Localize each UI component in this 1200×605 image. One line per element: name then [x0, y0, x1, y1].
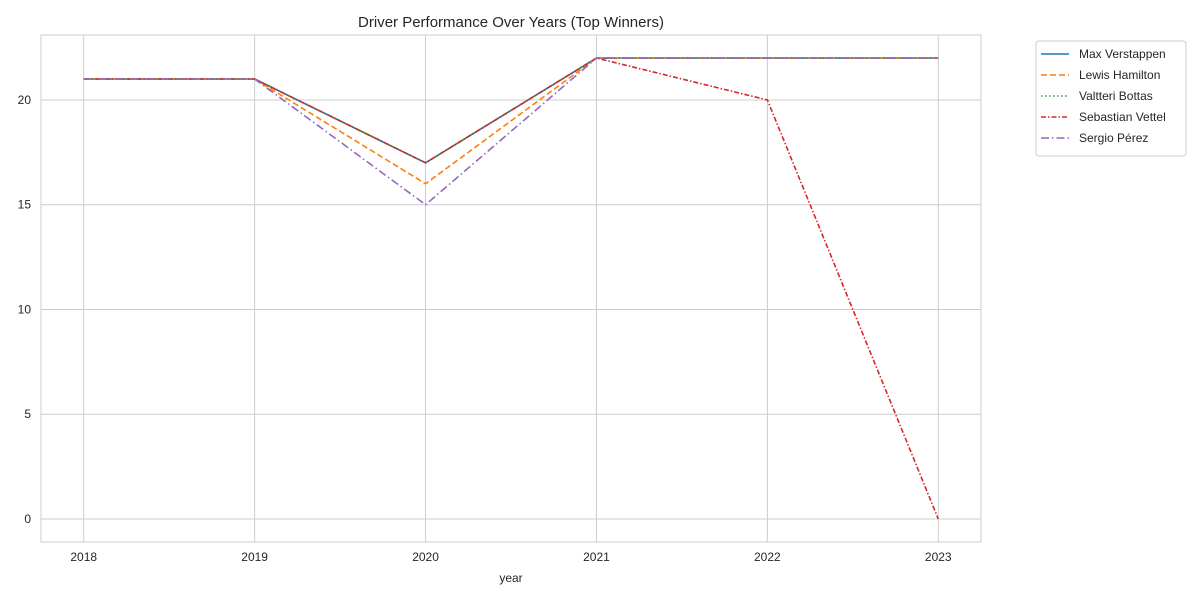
y-tick-label: 0 — [24, 512, 31, 526]
series-line-sergio-p-rez — [83, 57, 939, 206]
plot-frame — [40, 34, 982, 543]
y-tick-label: 10 — [18, 302, 32, 316]
series-line-lewis-hamilton — [83, 57, 939, 185]
legend: Max Verstappen Lewis Hamilton Valtteri Bot… — [1035, 40, 1187, 157]
x-tick-label: 2022 — [754, 550, 781, 564]
x-tick-label: 2019 — [241, 550, 268, 564]
legend-label: Sergio Pérez — [1079, 131, 1148, 145]
x-tick-label: 2020 — [412, 550, 439, 564]
legend-label: Valtteri Bottas — [1079, 89, 1153, 103]
legend-box — [1035, 40, 1187, 157]
x-tick-label: 2023 — [925, 550, 952, 564]
plot-background — [41, 35, 981, 542]
y-tick-label: 15 — [18, 198, 32, 212]
legend-label: Max Verstappen — [1079, 47, 1166, 61]
legend-label: Sebastian Vettel — [1079, 110, 1166, 124]
chart-title: Driver Performance Over Years (Top Winne… — [358, 14, 664, 31]
y-tick-label: 20 — [18, 93, 32, 107]
series-line-sebastian-vettel — [83, 57, 940, 520]
x-tick-label: 2021 — [583, 550, 610, 564]
x-tick-label: 2018 — [70, 550, 97, 564]
x-axis-label: year — [499, 571, 522, 585]
plot-area: 2018 2019 2020 2021 2022 2023 0 5 10 15 20 — [18, 34, 982, 564]
legend-label: Lewis Hamilton — [1079, 68, 1160, 82]
y-tick-label: 5 — [24, 407, 31, 421]
